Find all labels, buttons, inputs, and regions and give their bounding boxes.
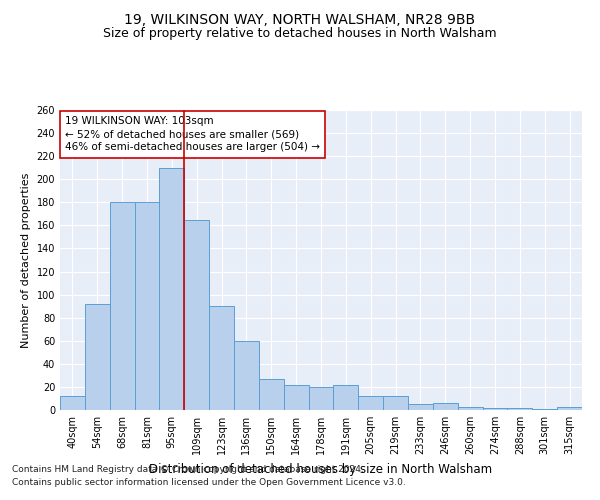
Bar (482, 408, 508, 410)
Bar (408, 404, 433, 410)
X-axis label: Distribution of detached houses by size in North Walsham: Distribution of detached houses by size … (149, 462, 493, 475)
Y-axis label: Number of detached properties: Number of detached properties (21, 172, 31, 348)
Bar (234, 341, 259, 410)
Bar (358, 396, 383, 410)
Text: Size of property relative to detached houses in North Walsham: Size of property relative to detached ho… (103, 28, 497, 40)
Text: 19 WILKINSON WAY: 103sqm
← 52% of detached houses are smaller (569)
46% of semi-: 19 WILKINSON WAY: 103sqm ← 52% of detach… (65, 116, 320, 152)
Bar (433, 403, 458, 410)
Text: Contains public sector information licensed under the Open Government Licence v3: Contains public sector information licen… (12, 478, 406, 487)
Bar (284, 384, 308, 410)
Bar (60, 396, 85, 410)
Bar (85, 304, 110, 410)
Bar (508, 408, 532, 410)
Bar (110, 202, 134, 410)
Bar (458, 406, 482, 410)
Bar (383, 396, 408, 410)
Bar (209, 306, 234, 410)
Text: 19, WILKINSON WAY, NORTH WALSHAM, NR28 9BB: 19, WILKINSON WAY, NORTH WALSHAM, NR28 9… (124, 12, 476, 26)
Bar (557, 406, 582, 410)
Bar (308, 387, 334, 410)
Text: Contains HM Land Registry data © Crown copyright and database right 2024.: Contains HM Land Registry data © Crown c… (12, 466, 364, 474)
Bar (134, 202, 160, 410)
Bar (160, 168, 184, 410)
Bar (259, 379, 284, 410)
Bar (334, 384, 358, 410)
Bar (532, 409, 557, 410)
Bar (184, 220, 209, 410)
